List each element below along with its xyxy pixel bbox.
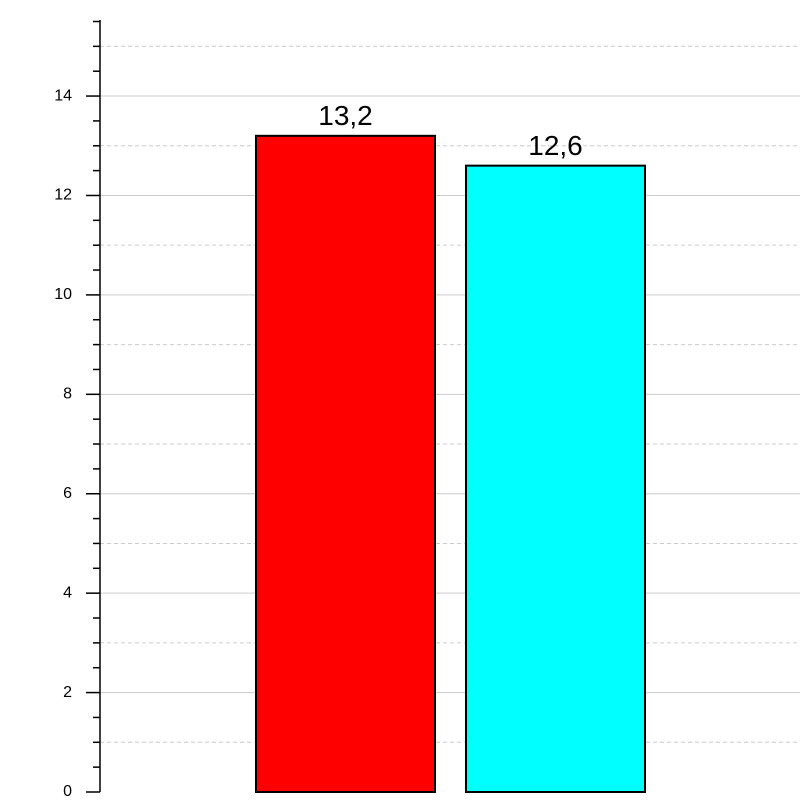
y-tick-label: 6 [63, 485, 72, 502]
value-label: 13,2 [318, 100, 373, 131]
y-tick-label: 0 [63, 783, 72, 800]
y-tick-label: 10 [54, 286, 72, 303]
y-tick-label: 8 [63, 386, 72, 403]
y-tick-label: 12 [54, 187, 72, 204]
bar [465, 164, 646, 793]
bar [255, 134, 436, 794]
value-label: 12,6 [528, 130, 583, 161]
y-tick-label: 4 [63, 584, 72, 601]
y-tick-label: 2 [63, 684, 72, 701]
y-tick-label: 14 [54, 87, 72, 104]
